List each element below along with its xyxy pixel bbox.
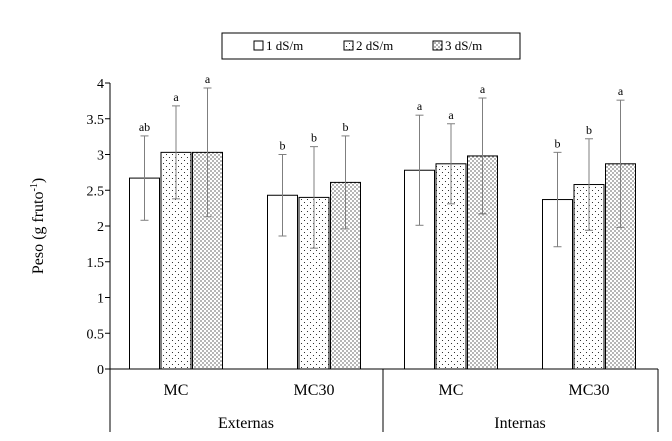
significance-letter: a (417, 99, 423, 113)
significance-letter: b (555, 136, 561, 150)
y-axis-title-main: Peso (g fruto (30, 192, 47, 275)
legend-item-2: 2 dS/m (343, 38, 393, 53)
x-category-label: MC30 (294, 382, 335, 399)
y-tick-label: 0 (97, 363, 104, 378)
x-category-label: MC30 (569, 382, 610, 399)
significance-letter: b (311, 131, 317, 145)
legend-label-1: 1 dS/m (266, 38, 303, 53)
x-category-label: MC (164, 382, 189, 399)
legend-item-1: 1 dS/m (253, 38, 303, 53)
y-tick-label: 2.5 (87, 184, 105, 199)
significance-letter: a (448, 108, 454, 122)
legend-swatch-1 (253, 40, 264, 51)
y-tick-label: 4 (97, 77, 104, 92)
significance-letter: b (586, 123, 592, 137)
legend-label-2: 2 dS/m (356, 38, 393, 53)
y-axis-ticks: 0 0.5 1 1.5 2 2.5 3 3.5 4 (87, 77, 105, 378)
legend-item-3: 3 dS/m (432, 38, 482, 53)
x-category-label: MC (439, 382, 464, 399)
y-tick-label: 3.5 (87, 113, 105, 128)
significance-letter: a (480, 82, 486, 96)
y-tick-label: 2 (97, 220, 104, 235)
legend-swatch-2 (343, 40, 354, 51)
y-axis-title: Peso (g fruto-1) (29, 178, 47, 274)
legend-box (221, 32, 521, 60)
y-tick-label: 1.5 (87, 256, 105, 271)
y-tick-label: 0.5 (87, 327, 105, 342)
legend: 1 dS/m 2 dS/m 3 dS/m (221, 32, 521, 60)
y-tick-label: 1 (97, 292, 104, 307)
x-group-label: Externas (218, 415, 274, 432)
y-axis-title-close: ) (30, 178, 47, 183)
y-tick-label: 3 (97, 149, 104, 164)
significance-letter: b (343, 120, 349, 134)
significance-letter: a (618, 84, 624, 98)
x-group-label: Internas (494, 415, 546, 432)
significance-letter: b (280, 139, 286, 153)
x-axis-labels: MC MC30 MC MC30 Externas Internas (164, 382, 610, 432)
legend-label-3: 3 dS/m (445, 38, 482, 53)
significance-letter: a (205, 72, 211, 86)
significance-letter: a (173, 90, 179, 104)
legend-swatch-3 (432, 40, 443, 51)
significance-letter: ab (139, 120, 150, 134)
axes (105, 82, 659, 432)
y-axis-title-sup: -1 (29, 183, 40, 191)
